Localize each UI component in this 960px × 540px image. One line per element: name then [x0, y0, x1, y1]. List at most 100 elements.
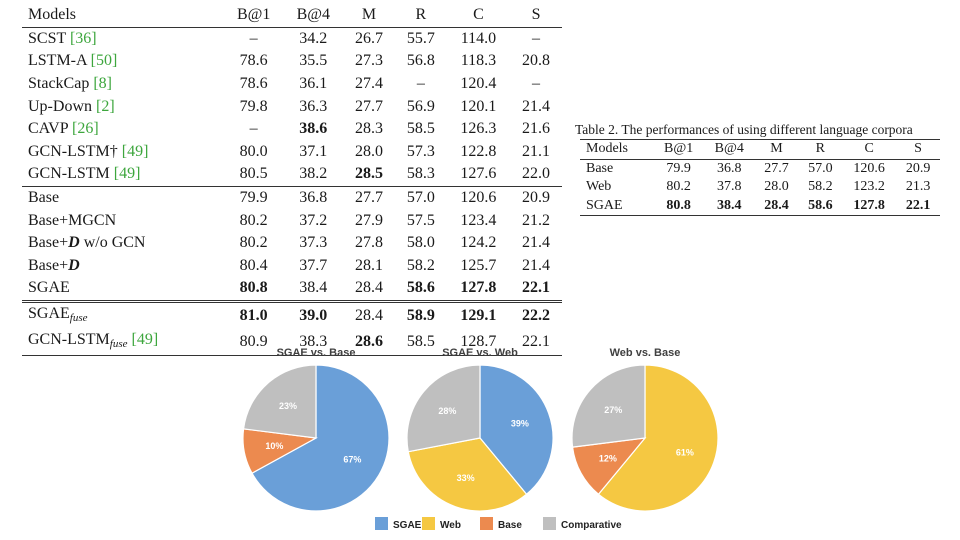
table-cell: 80.2: [239, 211, 268, 229]
table-cell: 34.2: [299, 29, 328, 47]
legend-label: Comparative: [561, 520, 622, 531]
table-cell: 122.8: [460, 142, 497, 160]
table-cell: 37.1: [299, 142, 328, 160]
table-cell: 58.5: [406, 120, 435, 138]
pie-title: SGAE vs. Base: [277, 347, 356, 359]
pie-title: Web vs. Base: [610, 347, 681, 359]
model-name: Base: [586, 160, 614, 176]
citation-link[interactable]: [49]: [131, 330, 159, 348]
table-row: GCN-LSTM [49] 80.5 38.2 28.5 58.3 127.6 22.0: [22, 163, 562, 186]
table-cell: –: [416, 75, 425, 93]
model-name: Base+D w/o GCN: [28, 234, 146, 252]
table-cell: 79.9: [666, 160, 691, 176]
model-name: Web: [586, 179, 612, 195]
table-cell: 118.3: [460, 52, 497, 70]
pie-label: 23%: [279, 401, 297, 411]
pie-label: 28%: [438, 406, 456, 416]
pie-chart: Web vs. Base 61% 12% 27%: [571, 347, 719, 512]
table-cell: 57.5: [406, 211, 435, 229]
model-name: GCN-LSTMfuse [49]: [22, 328, 224, 356]
table-cell: 22.1: [522, 279, 551, 297]
table-cell: 128.7: [446, 328, 511, 356]
table-cell: 28.1: [355, 256, 383, 274]
table-row: GCN-LSTM† [49] 80.0 37.1 28.0 57.3 122.8 21.1: [22, 141, 562, 164]
table-cell: 80.2: [666, 179, 691, 195]
table-cell: 22.2: [510, 299, 562, 329]
column-header: R: [798, 139, 843, 160]
pie-slice: [251, 364, 390, 512]
table-cell: 56.9: [406, 97, 435, 115]
table-cell: 58.0: [406, 234, 435, 252]
table-row: Base+D w/o GCN 80.2 37.3 27.8 58.0 124.2 21.4: [22, 232, 562, 255]
model-name: SCST [36]: [28, 29, 97, 47]
pie-label: 61%: [676, 447, 694, 457]
table-row: SGAEfuse 81.0 39.0 28.4 58.9 129.1 22.2: [22, 299, 562, 329]
model-name: SGAEfuse: [22, 299, 224, 329]
table-cell: 36.1: [299, 75, 328, 93]
column-header: C: [446, 4, 511, 28]
table-cell: 125.7: [460, 256, 497, 274]
table-cell: 78.6: [239, 75, 268, 93]
table-cell: 55.7: [406, 29, 435, 47]
table-cell: 79.9: [223, 185, 284, 210]
pie-chart: SGAE vs. Web 39% 33% 28%: [406, 347, 554, 512]
table-cell: 28.4: [343, 299, 395, 329]
citation-link[interactable]: [49]: [113, 165, 141, 183]
table-cell: 127.6: [460, 165, 497, 183]
citation-link[interactable]: [36]: [69, 29, 97, 47]
table-cell: 22.1: [510, 328, 562, 356]
table-cell: 120.4: [460, 75, 497, 93]
table-cell: 36.8: [283, 185, 344, 210]
table-cell: 38.4: [299, 279, 328, 297]
pie-charts: SGAE vs. Base 67% 10% 23% SGAE vs. Web 39% 33%…: [242, 347, 719, 531]
table-cell: 126.3: [460, 120, 497, 138]
table-cell: 37.2: [299, 211, 328, 229]
table-cell: 37.3: [299, 234, 328, 252]
column-header: B@1: [223, 4, 284, 28]
table-row: GCN-LSTMfuse [49] 80.9 38.3 28.6 58.5 128.7 22…: [22, 328, 562, 356]
citation-link[interactable]: [2]: [96, 97, 115, 115]
table-row: StackCap [8] 78.6 36.1 27.4 – 120.4 –: [22, 73, 562, 96]
table-cell: 80.9: [223, 328, 284, 356]
table-cell: 127.8: [842, 196, 897, 216]
table-cell: 27.4: [355, 75, 383, 93]
table-cell: 27.8: [355, 234, 383, 252]
table-cell: 27.7: [764, 160, 789, 176]
table-cell: 120.6: [853, 160, 885, 176]
table-cell: 79.8: [239, 97, 268, 115]
table2-caption: Table 2. The performances of using diffe…: [575, 122, 913, 137]
model-name: StackCap [8]: [28, 75, 112, 93]
table-row: Base+D 80.4 37.7 28.1 58.2 125.7 21.4: [22, 255, 562, 278]
model-name: GCN-LSTM [49]: [28, 165, 141, 183]
pie-slice: [406, 364, 481, 453]
table-cell: 78.6: [239, 52, 268, 70]
legend: SGAE Web Base Comparative: [375, 517, 622, 531]
table-cell: 21.6: [522, 120, 551, 138]
table-cell: 37.8: [717, 179, 742, 195]
table-cell: 28.0: [355, 142, 383, 160]
citation-link[interactable]: [26]: [72, 120, 99, 138]
citation-link[interactable]: [49]: [121, 142, 149, 160]
pie-label: 12%: [599, 453, 617, 463]
model-name: Up-Down [2]: [28, 97, 115, 115]
table-cell: 28.4: [355, 279, 383, 297]
table-cell: 58.6: [406, 279, 435, 297]
table-cell: 21.2: [522, 211, 551, 229]
table-row: Web 80.2 37.8 28.0 58.2 123.2 21.3: [580, 178, 940, 197]
column-header: S: [510, 4, 562, 28]
table-cell: 37.7: [299, 256, 328, 274]
table-cell: 21.3: [905, 179, 931, 195]
table-cell: 38.4: [703, 196, 755, 216]
legend-label: Web: [440, 520, 461, 531]
column-header: Models: [580, 139, 654, 160]
table-cell: 58.5: [394, 328, 447, 356]
table-row: Up-Down [2] 79.8 36.3 27.7 56.9 120.1 21.4: [22, 95, 562, 118]
table-cell: 27.9: [355, 211, 383, 229]
table-cell: 58.2: [808, 179, 833, 195]
table-cell: –: [532, 29, 541, 47]
table-cell: 38.2: [299, 165, 328, 183]
table-cell: 27.7: [343, 185, 395, 210]
citation-link[interactable]: [50]: [90, 52, 118, 70]
table-cell: 22.0: [522, 165, 551, 183]
citation-link[interactable]: [8]: [93, 75, 112, 93]
